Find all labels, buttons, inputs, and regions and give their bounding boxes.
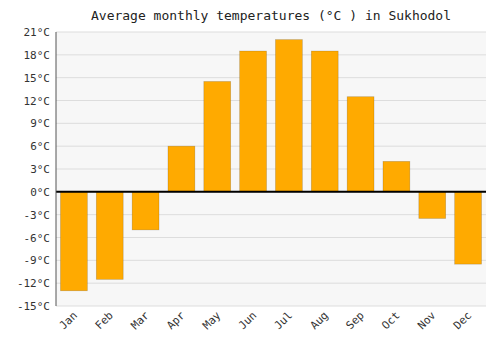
grid-line	[56, 306, 486, 307]
zero-line	[56, 191, 486, 193]
x-tick-label: Jun	[236, 309, 259, 332]
bar	[96, 192, 123, 280]
bar	[455, 192, 482, 264]
y-tick-label: 0°C	[30, 186, 50, 199]
grid-line	[56, 54, 486, 55]
y-tick-label: 9°C	[30, 117, 50, 130]
bar	[347, 97, 374, 192]
x-tick-label: Jul	[272, 309, 295, 332]
chart: Average monthly temperatures (°C ) in Su…	[0, 0, 500, 350]
bar	[311, 51, 338, 192]
x-tick-label: Feb	[93, 309, 116, 332]
bar	[60, 192, 87, 291]
x-tick-label: Nov	[415, 309, 439, 333]
x-tick-label: Sep	[343, 309, 366, 332]
bars	[60, 40, 481, 291]
x-axis: Jan Feb Mar Apr May Jun Jul Aug Sep Oct Nov Dec	[57, 309, 474, 333]
bar	[168, 146, 195, 192]
grid-line	[56, 100, 486, 101]
grid-line	[56, 283, 486, 284]
x-tick-label: May	[200, 309, 224, 333]
x-tick-label: Apr	[164, 309, 188, 333]
y-tick-label: 6°C	[30, 140, 50, 153]
y-tick-label: -9°C	[24, 254, 51, 267]
y-tick-label: -3°C	[24, 209, 51, 222]
y-tick-label: 3°C	[30, 163, 50, 176]
bar	[240, 51, 267, 192]
bar	[204, 81, 231, 191]
bar	[419, 192, 446, 219]
y-tick-label: -6°C	[24, 232, 51, 245]
bar	[383, 161, 410, 191]
title: Average monthly temperatures (°C ) in Su…	[91, 8, 451, 23]
x-tick-label: Oct	[379, 309, 402, 332]
bar	[132, 192, 159, 230]
plot-background	[56, 32, 486, 306]
y-tick-label: -15°C	[17, 300, 50, 313]
x-tick-label: Dec	[451, 309, 474, 332]
y-axis-line	[56, 32, 57, 306]
x-tick-label: Mar	[128, 309, 152, 333]
y-tick-label: 18°C	[24, 49, 51, 62]
grid-line	[56, 123, 486, 124]
grid-line	[56, 191, 486, 192]
grid-line	[56, 169, 486, 170]
x-tick-label: Jan	[57, 309, 80, 332]
grid-line	[56, 77, 486, 78]
grid-line	[56, 146, 486, 147]
y-tick-label: 21°C	[24, 26, 51, 39]
y-axis: -15°C -12°C -9°C -6°C -3°C 0°C 3°C 6°C 9°C 12°C 15…	[17, 26, 486, 313]
chart-container: Average monthly temperatures (°C ) in Su…	[0, 0, 500, 350]
x-tick-label: Aug	[308, 309, 331, 332]
y-tick-label: 12°C	[24, 95, 51, 108]
grid-line	[56, 32, 486, 33]
bar	[275, 40, 302, 192]
y-tick-label: 15°C	[24, 72, 51, 85]
y-tick-label: -12°C	[17, 277, 50, 290]
